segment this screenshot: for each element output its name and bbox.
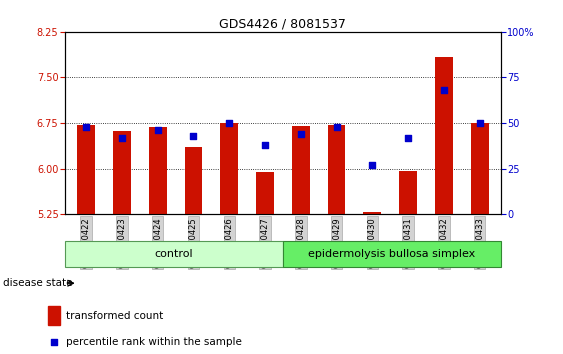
Bar (283, 241, 501, 267)
Bar (471, 123, 489, 214)
Point (404, 135, 413, 141)
Text: disease state: disease state (3, 278, 72, 288)
Text: epidermolysis bullosa simplex: epidermolysis bullosa simplex (309, 249, 476, 259)
Point (296, 131, 305, 137)
Bar (65, 241, 283, 267)
Point (50, 339, 59, 345)
Bar (363, 212, 381, 214)
Point (439, 87, 448, 93)
Bar (328, 125, 346, 214)
Bar (77, 125, 95, 214)
Point (332, 124, 341, 130)
Bar (292, 126, 310, 214)
Bar (435, 57, 453, 214)
Point (261, 142, 270, 148)
Bar (399, 171, 417, 214)
Point (189, 133, 198, 139)
Point (475, 120, 484, 126)
Text: control: control (154, 249, 193, 259)
Bar (48, 306, 60, 325)
Point (225, 120, 234, 126)
Text: percentile rank within the sample: percentile rank within the sample (66, 337, 242, 347)
Bar (220, 123, 238, 214)
Bar (113, 131, 131, 214)
Point (82, 124, 91, 130)
Point (153, 127, 162, 133)
Point (118, 135, 127, 141)
Title: GDS4426 / 8081537: GDS4426 / 8081537 (220, 18, 346, 31)
Point (368, 162, 377, 168)
Bar (185, 147, 203, 214)
Bar (256, 172, 274, 214)
Bar (149, 127, 167, 214)
Text: transformed count: transformed count (66, 310, 163, 321)
